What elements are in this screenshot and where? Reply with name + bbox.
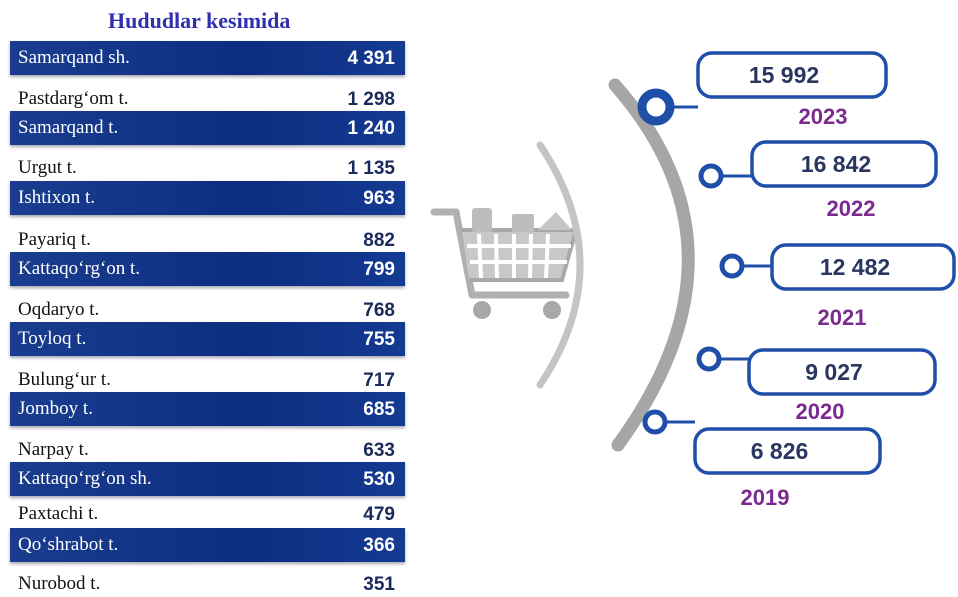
region-name: Pastdarg‘om t. — [18, 88, 129, 109]
region-name: Qo‘shrabot t. — [18, 534, 119, 555]
region-value: 351 — [363, 574, 395, 595]
region-name: Oqdaryo t. — [18, 299, 100, 320]
value-label: 6 826 — [751, 438, 809, 464]
year-label: 2022 — [827, 196, 876, 221]
timeline-dot — [637, 88, 675, 126]
year-label: 2023 — [799, 104, 848, 129]
table-row: Kattaqo‘rg‘on sh. 530 — [10, 462, 405, 496]
value-box — [750, 140, 938, 188]
table-row: Oqdaryo t. 768 — [10, 293, 405, 321]
year-label: 2019 — [741, 485, 790, 510]
region-value: 366 — [363, 535, 395, 556]
year-label: 2020 — [796, 399, 845, 424]
value-label: 15 992 — [749, 62, 819, 88]
value-box — [747, 348, 937, 396]
table-row: Nurobod t. 351 — [10, 567, 405, 595]
region-value: 1 298 — [347, 89, 395, 110]
region-name: Toyloq t. — [18, 328, 87, 349]
region-name: Jomboy t. — [18, 398, 93, 419]
region-name: Nurobod t. — [18, 573, 101, 594]
small-decor-arc — [536, 141, 584, 389]
value-label: 9 027 — [805, 359, 863, 385]
region-name: Kattaqo‘rg‘on sh. — [18, 468, 152, 489]
region-name: Kattaqo‘rg‘on t. — [18, 258, 141, 279]
table-row: Samarqand sh. 4 391 — [10, 41, 405, 75]
timeline-item: 16 842 2022 — [698, 140, 938, 221]
region-value: 1 135 — [347, 158, 395, 179]
table-row: Ishtixon t. 963 — [10, 181, 405, 215]
value-label: 16 842 — [801, 151, 871, 177]
table-title: Hududlar kesimida — [108, 8, 291, 33]
region-name: Narpay t. — [18, 439, 89, 460]
timeline-item: 12 482 2021 — [719, 243, 956, 330]
table-row: Narpay t. 633 — [10, 433, 405, 461]
table-row: Pastdarg‘om t. 1 298 — [10, 82, 405, 110]
value-label: 12 482 — [820, 254, 890, 280]
timeline-item: 6 826 2019 — [642, 409, 882, 510]
table-row: Toyloq t. 755 — [10, 322, 405, 356]
region-value: 882 — [363, 230, 395, 251]
timeline-dot — [719, 253, 745, 279]
timeline-arc — [608, 78, 695, 452]
region-name: Payariq t. — [18, 229, 91, 250]
table-row: Payariq t. 882 — [10, 223, 405, 251]
region-name: Samarqand sh. — [18, 47, 130, 68]
region-value: 717 — [363, 370, 395, 391]
value-box — [770, 243, 956, 291]
region-name: Paxtachi t. — [18, 503, 99, 524]
shopping-cart-icon — [430, 208, 579, 319]
region-value: 685 — [363, 399, 395, 420]
region-value: 963 — [363, 188, 395, 209]
year-label: 2021 — [818, 305, 867, 330]
table-row: Bulung‘ur t. 717 — [10, 363, 405, 391]
region-value: 479 — [363, 504, 395, 525]
timeline-dot — [642, 409, 668, 435]
timeline-item: 15 992 2023 — [637, 51, 888, 129]
region-name: Ishtixon t. — [18, 187, 96, 208]
region-name: Urgut t. — [18, 157, 77, 178]
value-box — [693, 427, 882, 475]
table-row: Samarqand t. 1 240 — [10, 111, 405, 145]
timeline-dot — [696, 346, 722, 372]
region-value: 530 — [363, 469, 395, 490]
region-name: Bulung‘ur t. — [18, 369, 111, 390]
table-row: Urgut t. 1 135 — [10, 151, 405, 179]
region-value: 755 — [363, 329, 395, 350]
value-box — [696, 51, 888, 99]
region-value: 4 391 — [347, 48, 395, 69]
region-value: 799 — [363, 259, 395, 280]
table-row: Jomboy t. 685 — [10, 392, 405, 426]
region-value: 768 — [363, 300, 395, 321]
region-name: Samarqand t. — [18, 117, 119, 138]
table-row: Qo‘shrabot t. 366 — [10, 528, 405, 562]
region-value: 633 — [363, 440, 395, 461]
table-row: Paxtachi t. 479 — [10, 497, 405, 525]
region-value: 1 240 — [347, 118, 395, 139]
timeline-dot — [698, 163, 724, 189]
timeline-item: 9 027 2020 — [696, 346, 937, 424]
table-row: Kattaqo‘rg‘on t. 799 — [10, 252, 405, 286]
